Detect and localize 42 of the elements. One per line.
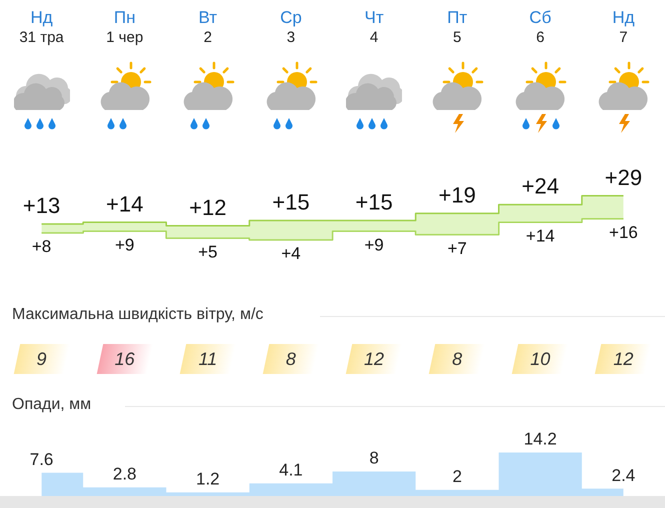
data-label: 4.1 — [279, 460, 303, 480]
x-tick-label: Ср 3 — [279, 8, 303, 48]
data-label: +19 — [438, 182, 476, 208]
data-label: +9 — [114, 235, 134, 254]
data-label: 1.2 — [196, 470, 220, 489]
x-tick-label: Нд 7 — [611, 8, 636, 48]
x-tick-label: Сб 6 — [528, 8, 552, 48]
x-tick-label: Вт 2 — [198, 8, 218, 48]
chart-title: Опади, мм — [12, 396, 92, 414]
data-label: +12 — [189, 194, 226, 220]
data-label: +15 — [355, 190, 393, 215]
data-label: +24 — [522, 174, 559, 199]
data-label: +15 — [272, 190, 310, 215]
data-label: 10 — [530, 348, 550, 370]
x-tick-label: Пн 1 чер — [105, 8, 144, 48]
data-label: +9 — [364, 235, 384, 254]
data-label: 8 — [286, 348, 296, 370]
x-tick-label: Чт 4 — [364, 8, 385, 48]
data-label: 7.6 — [30, 450, 54, 469]
data-label: +5 — [198, 242, 218, 262]
text: Максимальна швидкість вітру, м/с — [12, 306, 264, 324]
data-label: +16 — [609, 222, 638, 242]
data-label: 14.2 — [524, 430, 557, 449]
data-label: 8 — [369, 448, 379, 468]
data-label: 16 — [114, 348, 135, 370]
data-label: 9 — [36, 348, 47, 370]
data-label: +13 — [22, 193, 60, 218]
data-label: +4 — [281, 244, 301, 264]
data-label: 2 — [452, 467, 462, 486]
data-label: +14 — [106, 191, 144, 216]
data-label: 12 — [613, 348, 634, 370]
data-label: 2.8 — [112, 464, 137, 484]
data-label: +29 — [604, 164, 642, 190]
data-label: +7 — [447, 238, 467, 258]
data-label: +8 — [32, 237, 52, 256]
data-label: +14 — [526, 226, 555, 246]
data-label: 8 — [452, 348, 462, 370]
x-tick-label: Пт 5 — [446, 8, 468, 48]
data-label: 11 — [198, 348, 218, 370]
data-label: 12 — [364, 348, 384, 370]
data-label: 2.4 — [612, 466, 636, 485]
x-tick-label: Нд 31 тра — [18, 8, 65, 48]
